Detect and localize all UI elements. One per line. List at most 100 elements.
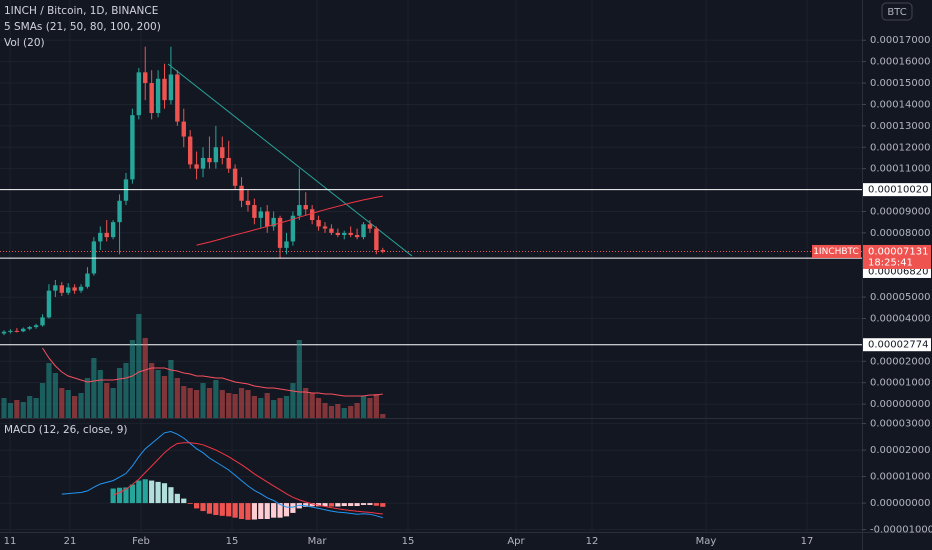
candle-body [200, 157, 206, 169]
candle-body [258, 211, 263, 218]
candle-body [303, 205, 308, 210]
macd-histogram-bar [174, 493, 180, 504]
candle-body [8, 330, 13, 332]
volume-bar [168, 360, 174, 418]
candle-body [252, 205, 257, 218]
volume-bar [110, 388, 116, 418]
volume-bar [174, 378, 180, 418]
macd-histogram-bar [232, 503, 238, 518]
y-tick-label: 0.00005000 [870, 292, 930, 303]
level-label-box [863, 183, 931, 197]
currency-button[interactable] [881, 2, 913, 21]
volume-bar [161, 376, 168, 418]
last-price-label: 0.00007131 [868, 246, 928, 257]
volume-bar [91, 358, 97, 418]
macd-histogram-bar [129, 484, 135, 504]
volume-bar [200, 383, 206, 418]
candle-body [66, 287, 71, 293]
symbol-box [812, 244, 861, 258]
macd-histogram-bar [161, 483, 168, 504]
volume-bar [271, 400, 277, 418]
candle-body [130, 115, 135, 180]
macd-histogram-bar [116, 487, 123, 504]
candle-body [265, 211, 270, 227]
level-label: 0.00006820 [868, 266, 928, 277]
macd-histogram-bar [238, 503, 245, 520]
macd-histogram-bar [136, 480, 142, 504]
x-tick-label: 17 [801, 536, 814, 547]
y-tick-label: 0.00000000 [870, 399, 930, 410]
volume-bar [149, 363, 155, 418]
volume-bar [116, 368, 123, 418]
y-tick-label: -0.00001000 [870, 525, 932, 536]
macd-histogram-bar [296, 503, 302, 509]
x-tick-label: Mar [308, 536, 328, 547]
candle-body [181, 121, 186, 137]
macd-histogram-bar [181, 498, 187, 504]
candle-body [220, 147, 225, 158]
currency-label[interactable]: BTC [887, 7, 906, 18]
x-tick-label: 15 [402, 536, 415, 547]
volume-bar [194, 390, 200, 418]
volume-bar [20, 402, 26, 418]
countdown-label: 18:25:41 [868, 257, 913, 268]
y-tick-label: 0.00009000 [870, 206, 930, 217]
macd-histogram-bar [373, 503, 379, 506]
volume-bar [283, 396, 290, 418]
macd-histogram-bar [367, 503, 373, 505]
volume-legend: Vol (20) [4, 37, 45, 49]
volume-bar [232, 394, 238, 418]
macd-histogram-bar [123, 487, 129, 504]
x-tick-label: Feb [132, 536, 150, 547]
volume-bar [52, 373, 58, 418]
volume-bar [142, 338, 148, 418]
candle-body [40, 317, 45, 326]
candle-body [59, 285, 64, 293]
volume-bar [277, 398, 283, 418]
candle-body [168, 74, 174, 101]
candle-body [380, 249, 385, 252]
volume-bar [123, 363, 129, 418]
volume-bar [373, 394, 379, 418]
candle-body [104, 232, 109, 238]
candle-body [143, 72, 148, 84]
volume-bar [206, 388, 213, 418]
candle-body [367, 224, 373, 229]
macd-histogram-bar [200, 503, 206, 512]
candle-body [361, 224, 366, 238]
volume-bar [46, 363, 52, 418]
candle-body [175, 74, 180, 122]
candle-body [85, 273, 90, 287]
volume-bar [303, 388, 309, 418]
macd-histogram-bar [168, 487, 174, 504]
x-tick-label: 11 [4, 536, 17, 547]
candle-body [136, 72, 142, 116]
volume-bar [296, 340, 302, 418]
plot: 0.00017000 0.00016000 0.00015000 0.00014000… [0, 35, 932, 547]
candle-body [14, 330, 20, 332]
candle-body [226, 157, 231, 169]
volume-bar [348, 406, 354, 418]
macd-histogram-bar [110, 488, 116, 504]
macd-histogram-bar [283, 503, 290, 517]
volume-bar [65, 390, 71, 418]
candle-body [33, 325, 39, 328]
candle-body [98, 232, 103, 242]
candle-body [117, 200, 122, 223]
y-tick-label: 0.00002000 [870, 356, 930, 367]
x-tick-label: 15 [226, 536, 239, 547]
volume-bar [238, 388, 245, 418]
volume-bar [341, 408, 347, 418]
candle-body [1, 331, 7, 334]
volume-bar [315, 398, 322, 418]
candle-body [239, 185, 244, 201]
candle-body [342, 232, 347, 236]
y-tick-label: 0.00004000 [870, 313, 930, 324]
y-tick-label: 0.00016000 [870, 57, 930, 68]
volume-bar [367, 398, 373, 418]
volume-bar [104, 383, 110, 418]
macd-histogram-bar [149, 480, 155, 504]
x-tick-label: 21 [64, 536, 77, 547]
